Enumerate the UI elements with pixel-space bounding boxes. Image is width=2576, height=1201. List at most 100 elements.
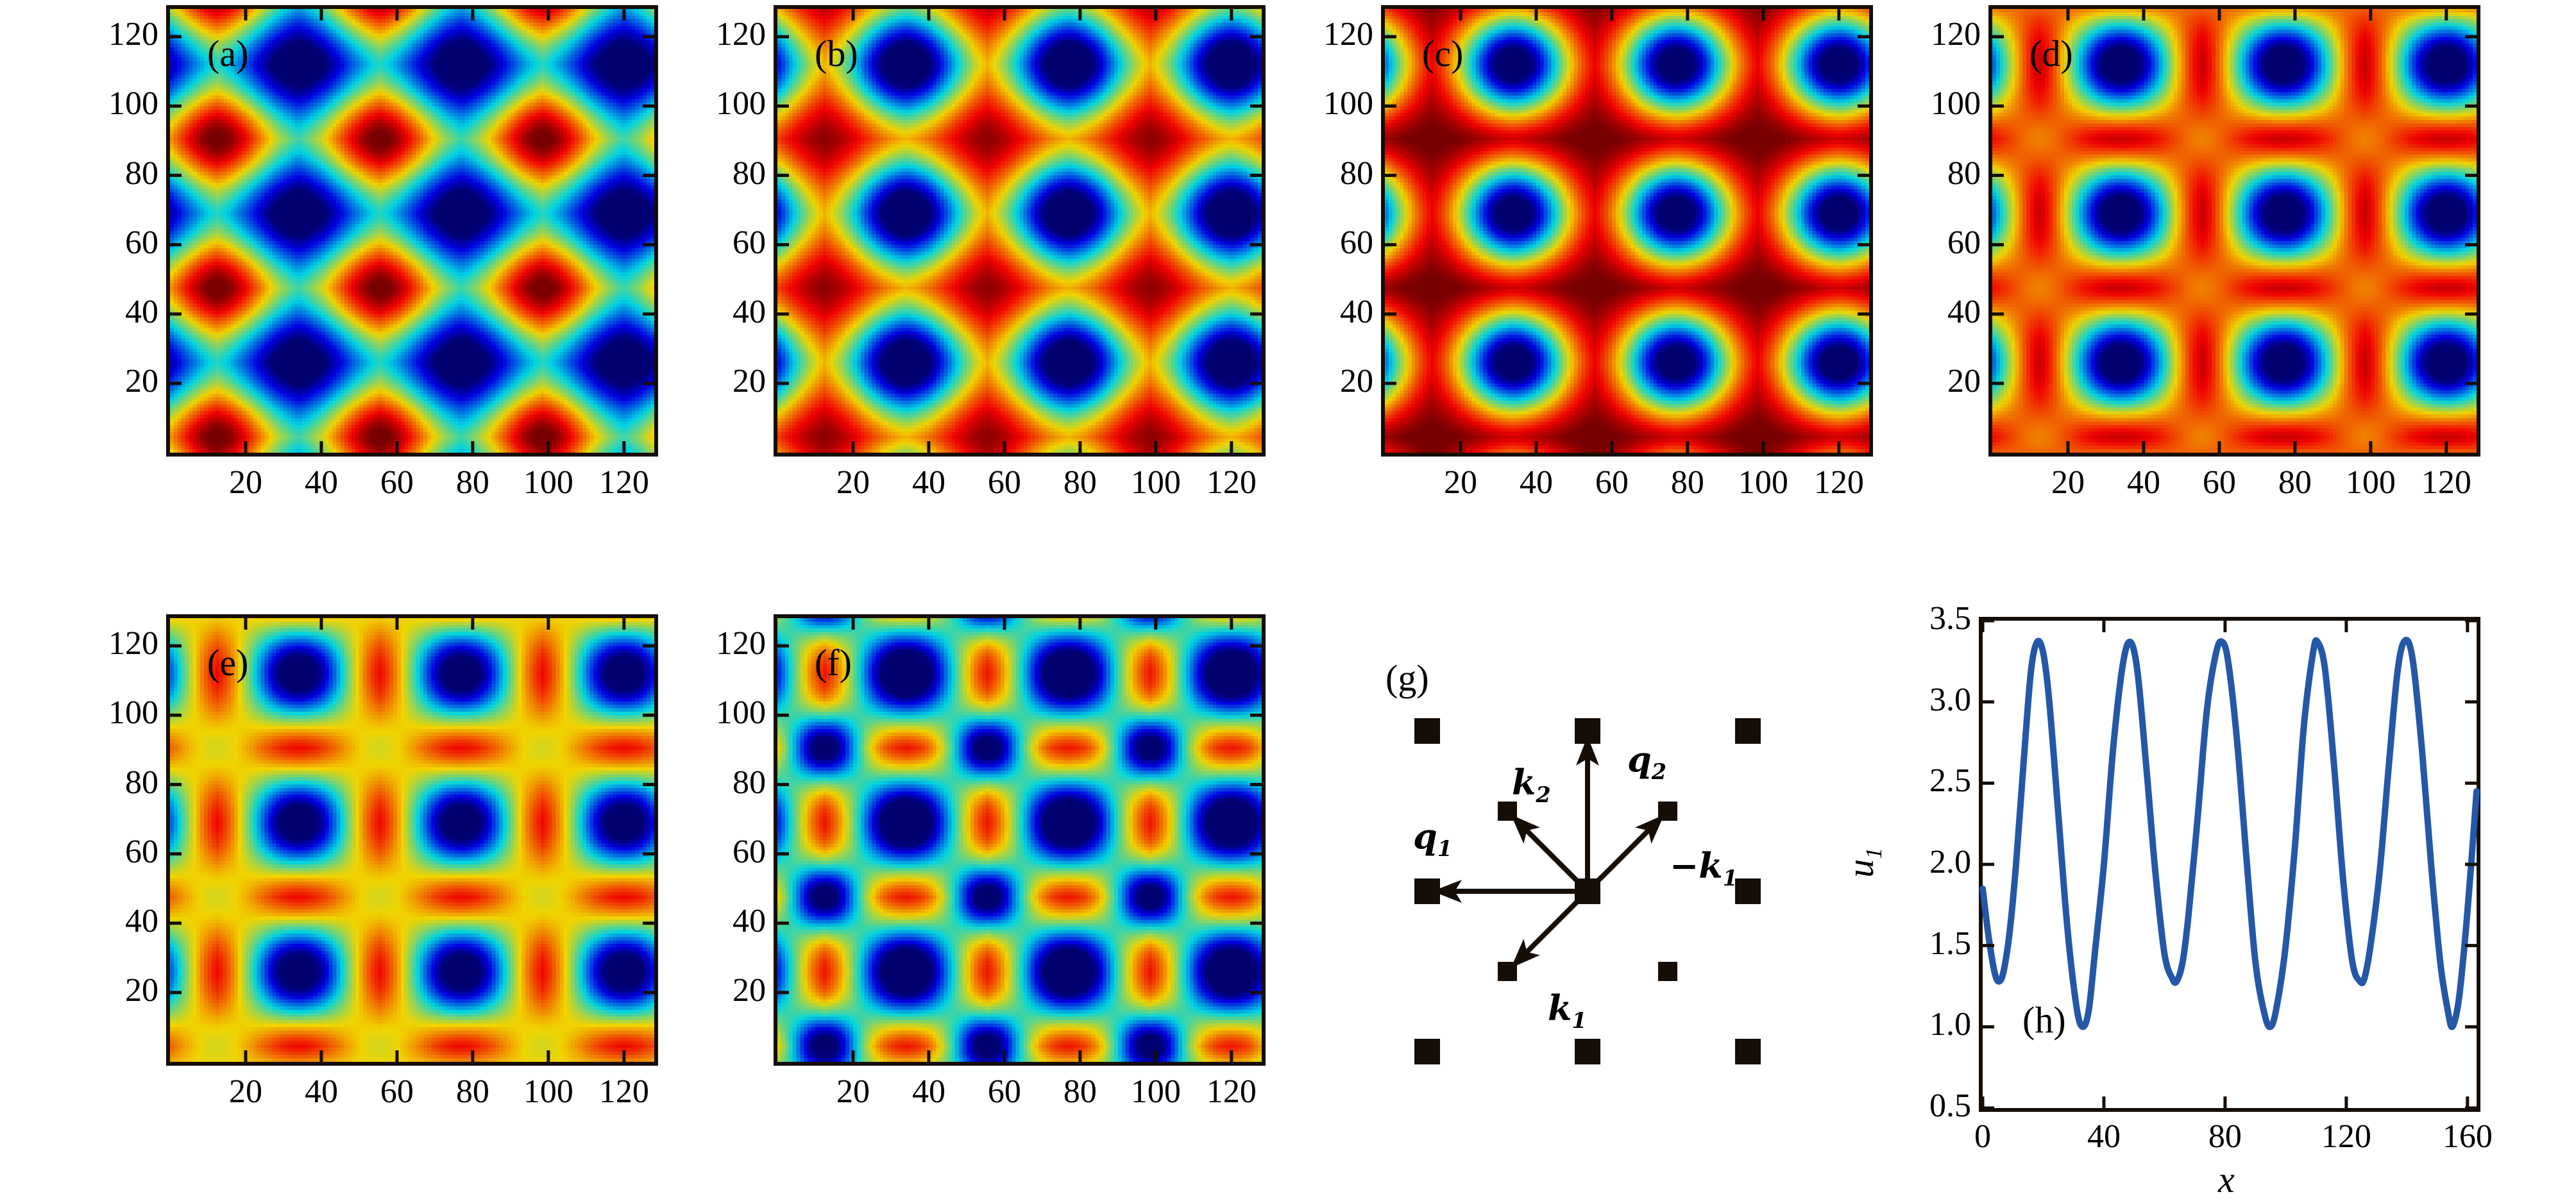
vector-label-q1: q1 — [1413, 816, 1453, 861]
fourier-mode-square — [1414, 718, 1440, 744]
fourier-mode-square — [1735, 1039, 1761, 1064]
y-tick-label: 40 — [1340, 293, 1373, 330]
y-tick-label: 60 — [1947, 224, 1981, 261]
panel-f-heatmap: (f) 20 40 60 80 100 120 20 40 60 80 100 120 — [716, 614, 1266, 1110]
y-tick-label: 20 — [125, 362, 158, 399]
x-tick-label: 20 — [228, 464, 262, 501]
y-tick-label: 100 — [1323, 85, 1373, 122]
panel-e-label: (e) — [207, 642, 249, 684]
panel-a-heatmap: (a) 20 40 60 80 100 120 20 40 60 80 100 120 — [108, 5, 658, 501]
y-tick-label: 100 — [108, 694, 158, 732]
y-tick-label: 3.5 — [1929, 600, 1971, 637]
wavevector-svg — [1414, 718, 1761, 1064]
heatmap-ticks-c — [1385, 9, 1869, 453]
x-tick-label: 40 — [2087, 1118, 2121, 1155]
x-tick-label: 60 — [380, 1073, 414, 1110]
heatmap-ticks-b — [777, 9, 1262, 453]
y-tick-label: 20 — [733, 362, 766, 399]
heatmap-ticks-f — [777, 618, 1262, 1062]
y-tick-label: 80 — [733, 155, 766, 192]
x-tick-label: 120 — [2421, 464, 2471, 501]
y-tick-label: 1.0 — [1929, 1006, 1971, 1043]
figure-page: { "figure": { "background": "#ffffff", "… — [108, 5, 2493, 1200]
x-tick-label: 0 — [1974, 1118, 1991, 1155]
x-tick-label: 60 — [1595, 464, 1629, 501]
x-tick-label: 80 — [1670, 464, 1704, 501]
x-tick-label: 40 — [304, 464, 338, 501]
x-tick-label: 100 — [523, 464, 573, 501]
y-tick-label: 80 — [1340, 155, 1373, 192]
y-tick-label: 60 — [125, 224, 158, 261]
y-axis-label-u1: u1 — [1840, 847, 1886, 878]
vector-label-k2: k2 — [1512, 762, 1551, 807]
y-tick-label: 80 — [1947, 155, 1981, 192]
x-tick-label: 80 — [1063, 1073, 1097, 1110]
panel-b-heatmap: (b) 20 40 60 80 100 120 20 40 60 80 100 120 — [716, 5, 1266, 501]
x-tick-label: 20 — [2051, 464, 2085, 501]
y-tick-label: 40 — [733, 902, 766, 939]
vector-label-minus-k1: −k1 — [1670, 845, 1738, 891]
vector-arrow-k1 — [1510, 889, 1589, 969]
x-tick-label: 60 — [987, 1073, 1021, 1110]
heatmap-ticks-e — [170, 618, 654, 1062]
panel-h-label: (h) — [2022, 999, 2066, 1041]
panel-a-label: (a) — [207, 33, 249, 74]
u1-curve — [1979, 637, 2480, 1030]
x-tick-label: 120 — [1206, 1073, 1257, 1110]
x-tick-label: 120 — [598, 464, 649, 501]
y-tick-label: 60 — [1340, 224, 1373, 261]
x-tick-label: 40 — [1519, 464, 1553, 501]
panel-c-heatmap: (c) 20 40 60 80 100 120 20 40 60 80 100 120 — [1323, 5, 1873, 501]
y-tick-label: 100 — [716, 85, 766, 122]
y-tick-label: 120 — [716, 625, 766, 662]
x-tick-label: 120 — [598, 1073, 649, 1110]
heatmap-canvas-a — [170, 9, 654, 453]
fourier-mode-square — [1414, 1039, 1440, 1064]
y-tick-label: 60 — [125, 833, 158, 870]
heatmap-ticks-a — [170, 9, 654, 453]
panel-g-label: (g) — [1385, 657, 1429, 699]
heatmap-canvas-d — [1992, 9, 2477, 453]
panel-b-label: (b) — [815, 33, 858, 74]
y-tick-label: 60 — [733, 833, 766, 870]
x-tick-label: 100 — [523, 1073, 573, 1110]
panel-e-heatmap: (e) 20 40 60 80 100 120 20 40 60 80 100 120 — [108, 614, 658, 1110]
y-tick-label: 60 — [733, 224, 766, 261]
y-tick-label: 100 — [1931, 85, 1981, 122]
x-tick-label: 40 — [304, 1073, 338, 1110]
x-axis-label-x: x — [2218, 1159, 2235, 1200]
y-tick-label: 40 — [1947, 293, 1981, 330]
panel-d-label: (d) — [2029, 33, 2073, 74]
y-tick-label: 2.0 — [1929, 844, 1971, 880]
y-tick-label: 120 — [716, 16, 766, 53]
fourier-mode-square-small — [1658, 962, 1677, 981]
vector-label-q2: q2 — [1627, 739, 1667, 784]
x-tick-label: 60 — [987, 464, 1021, 501]
panel-h-line-plot: (h) 0 40 80 120 160 0.5 1.0 1.5 2.0 2.5 3.0 3.5 u1 x — [1840, 600, 2493, 1200]
y-tick-label: 40 — [733, 293, 766, 330]
x-tick-label: 80 — [1063, 464, 1097, 501]
y-tick-label: 20 — [733, 971, 766, 1009]
fourier-mode-square — [1575, 1039, 1600, 1064]
x-tick-label: 60 — [380, 464, 414, 501]
y-tick-label: 80 — [125, 155, 158, 192]
x-tick-label: 20 — [836, 464, 870, 501]
x-tick-label: 120 — [2321, 1118, 2371, 1155]
x-tick-label: 80 — [455, 1073, 489, 1110]
heatmap-canvas-f — [777, 618, 1262, 1062]
y-tick-label: 120 — [1323, 16, 1373, 53]
y-tick-label: 2.5 — [1929, 762, 1971, 800]
heatmap-ticks-d — [1992, 9, 2477, 453]
y-tick-label: 20 — [1340, 362, 1373, 399]
y-tick-label: 80 — [733, 764, 766, 801]
x-tick-label: 80 — [455, 464, 489, 501]
vector-arrow-minus-k1 — [1586, 814, 1665, 893]
x-tick-label: 80 — [2208, 1118, 2242, 1155]
panel-c-label: (c) — [1422, 33, 1464, 74]
x-tick-label: 120 — [1206, 464, 1257, 501]
panel-d-heatmap: (d) 20 40 60 80 100 120 20 40 60 80 100 120 — [1931, 5, 2480, 501]
y-tick-label: 40 — [125, 902, 158, 939]
y-tick-label: 40 — [125, 293, 158, 330]
x-tick-label: 100 — [2345, 464, 2396, 501]
y-tick-label: 1.5 — [1929, 925, 1971, 962]
